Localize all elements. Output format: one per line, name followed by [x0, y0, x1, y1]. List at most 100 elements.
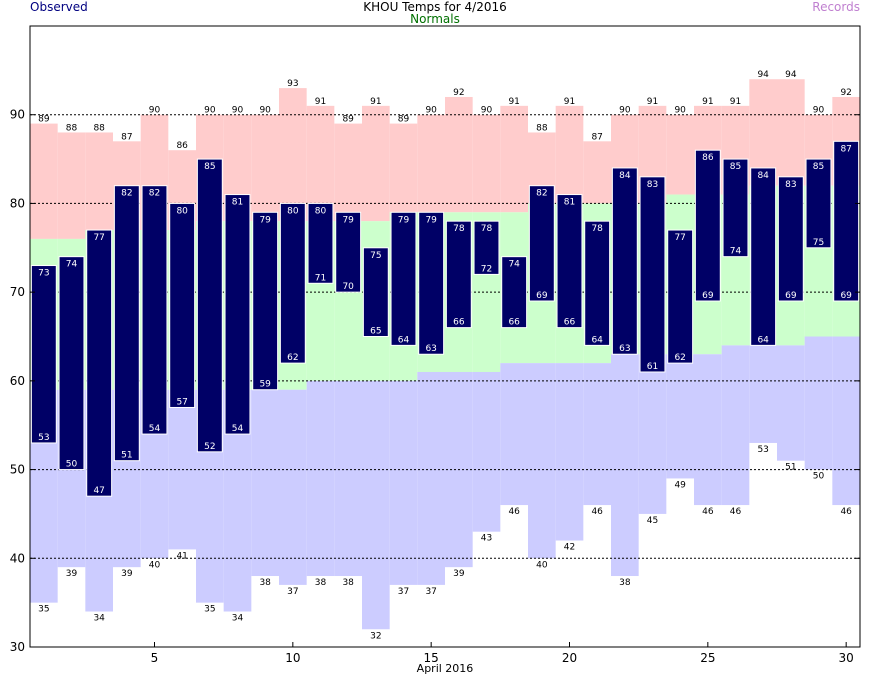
observed-high-label: 80: [287, 206, 299, 216]
observed-high-label: 82: [149, 189, 160, 199]
record-high-band: [362, 105, 390, 222]
record-low-band: [362, 380, 390, 630]
record-low-band: [334, 380, 362, 577]
record-low-label: 37: [287, 587, 298, 597]
record-low-label: 35: [204, 605, 215, 615]
observed-low-label: 52: [204, 442, 215, 452]
record-high-band: [57, 132, 86, 239]
observed-high-label: 81: [564, 198, 575, 208]
observed-bar: [777, 176, 804, 302]
observed-low-label: 50: [66, 460, 78, 470]
record-high-label: 88: [536, 123, 548, 133]
record-high-label: 86: [176, 141, 188, 151]
record-high-label: 90: [232, 106, 244, 116]
observed-bar: [445, 220, 472, 329]
record-low-label: 40: [149, 560, 161, 570]
record-high-label: 91: [315, 97, 326, 107]
record-low-label: 38: [315, 578, 327, 588]
record-low-label: 38: [342, 578, 354, 588]
observed-bar: [722, 158, 749, 258]
record-high-band: [417, 114, 445, 213]
observed-bar: [113, 185, 140, 462]
observed-high-label: 84: [619, 171, 631, 181]
observed-low-label: 62: [674, 353, 685, 363]
record-high-label: 90: [259, 106, 271, 116]
record-low-band: [251, 389, 279, 577]
record-high-band: [389, 123, 418, 213]
record-high-label: 90: [619, 106, 631, 116]
observed-low-label: 65: [370, 327, 381, 337]
record-low-band: [638, 354, 667, 514]
observed-low-label: 66: [564, 318, 576, 328]
observed-high-label: 85: [813, 162, 824, 172]
observed-low-label: 75: [813, 238, 824, 248]
record-low-label: 34: [93, 614, 105, 624]
observed-bar: [86, 229, 113, 497]
observed-low-label: 51: [121, 451, 132, 461]
record-high-label: 92: [840, 88, 851, 98]
observed-bar: [501, 256, 528, 329]
record-high-label: 88: [66, 123, 78, 133]
observed-low-label: 62: [287, 353, 298, 363]
record-low-label: 39: [453, 569, 465, 579]
observed-low-label: 70: [342, 282, 354, 292]
record-low-band: [832, 336, 860, 506]
observed-bar: [224, 194, 251, 435]
record-high-label: 89: [38, 115, 50, 125]
record-high-band: [583, 141, 611, 204]
record-low-label: 35: [38, 605, 49, 615]
record-low-label: 51: [785, 463, 796, 473]
observed-bar: [141, 185, 168, 435]
record-high-band: [251, 114, 279, 222]
x-axis-label: April 2016: [417, 662, 474, 675]
y-tick-label: 80: [10, 196, 25, 210]
observed-high-label: 74: [66, 260, 78, 270]
observed-high-label: 87: [840, 144, 851, 154]
record-high-label: 90: [425, 106, 437, 116]
observed-bar: [833, 140, 860, 302]
x-tick-label: 15: [424, 651, 439, 665]
observed-high-label: 86: [702, 153, 714, 163]
record-low-band: [611, 354, 639, 577]
record-high-band: [555, 105, 584, 204]
record-low-label: 49: [674, 480, 686, 490]
record-low-band: [279, 389, 307, 585]
observed-bar: [418, 211, 445, 355]
observed-bar: [556, 194, 583, 329]
record-low-band: [472, 371, 501, 532]
record-low-band: [583, 363, 611, 506]
record-low-label: 50: [813, 472, 825, 482]
observed-high-label: 79: [259, 215, 271, 225]
record-high-band: [777, 79, 805, 186]
record-low-label: 38: [619, 578, 631, 588]
record-low-label: 38: [259, 578, 271, 588]
record-low-band: [528, 363, 556, 559]
observed-low-label: 53: [38, 433, 49, 443]
record-low-band: [721, 345, 750, 506]
observed-high-label: 79: [342, 215, 354, 225]
observed-high-label: 77: [93, 233, 104, 243]
record-low-label: 37: [425, 587, 436, 597]
record-high-band: [30, 123, 58, 239]
record-high-label: 89: [398, 115, 410, 125]
observed-high-label: 78: [453, 224, 465, 234]
record-low-band: [804, 336, 833, 470]
record-low-label: 46: [730, 507, 742, 517]
record-low-label: 39: [121, 569, 133, 579]
observed-bar: [196, 158, 223, 453]
record-low-label: 46: [702, 507, 714, 517]
x-tick-label: 25: [700, 651, 715, 665]
observed-bar: [58, 256, 85, 471]
y-tick-label: 40: [10, 551, 25, 565]
observed-low-label: 69: [536, 291, 548, 301]
record-high-label: 90: [813, 106, 825, 116]
observed-low-label: 61: [647, 362, 658, 372]
record-low-band: [389, 380, 418, 585]
observed-high-label: 73: [38, 269, 49, 279]
chart-title: KHOU Temps for 4/2016: [363, 0, 507, 14]
record-low-label: 45: [647, 516, 658, 526]
record-high-band: [445, 96, 473, 213]
observed-low-label: 66: [453, 318, 465, 328]
record-high-band: [306, 105, 335, 222]
